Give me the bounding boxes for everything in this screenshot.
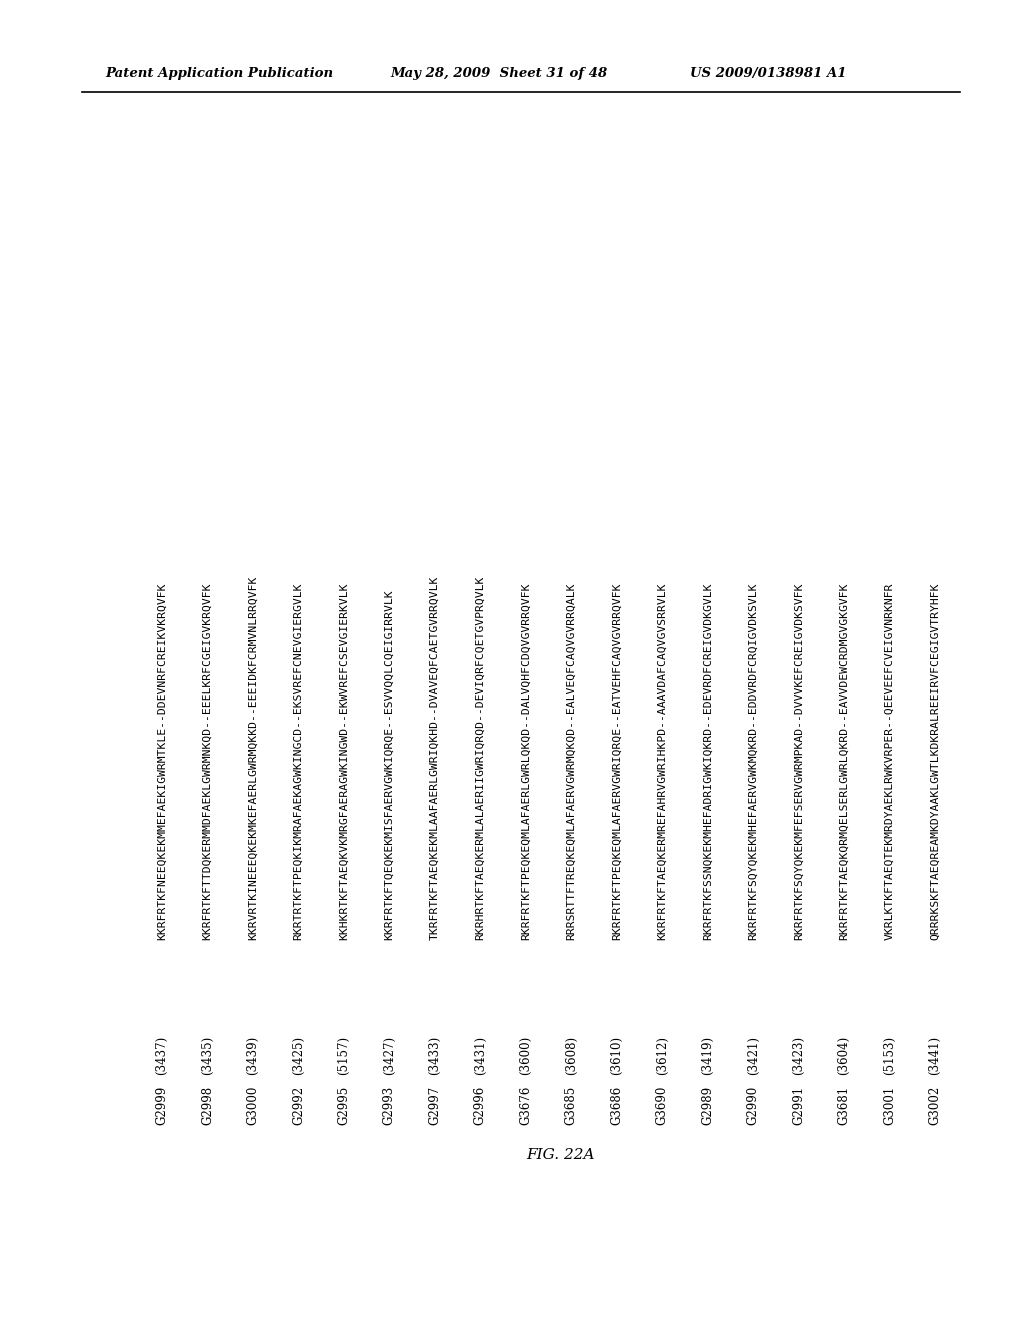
Text: RKRFRTKFSSNQKEKMHEFADRIGWKIQKRD--EDEVRDFCREIGVDKGVLK: RKRFRTKFSSNQKEKMHEFADRIGWKIQKRD--EDEVRDF… xyxy=(702,582,713,940)
Text: RKRFRTKFSQYQKEKMFEFSERVGWRMPKAD--DVVVKEFCREIGVDKSVFK: RKRFRTKFSQYQKEKMFEFSERVGWRMPKAD--DVVVKEF… xyxy=(794,582,804,940)
Text: (3433): (3433) xyxy=(428,1036,441,1074)
Text: VKRLKTKFTAEQTEKMRDYAEKLRWKVRPER--QEEVEEFCVEIGVNRKNFR: VKRLKTKFTAEQTEKMRDYAEKLRWKVRPER--QEEVEEF… xyxy=(885,582,895,940)
Text: QRRRKSKFTAEQREAMKDYAAKLGWTLKDKRALREEIRVFCEGIGVTRYHFK: QRRRKSKFTAEQREAMKDYAAKLGWTLKDKRALREEIRVF… xyxy=(930,582,940,940)
Text: G2991: G2991 xyxy=(793,1086,805,1125)
Text: G2992: G2992 xyxy=(292,1086,305,1125)
Text: G3000: G3000 xyxy=(247,1085,259,1125)
Text: G3676: G3676 xyxy=(519,1085,532,1125)
Text: (3441): (3441) xyxy=(929,1036,941,1074)
Text: (3437): (3437) xyxy=(156,1036,169,1074)
Text: G2995: G2995 xyxy=(337,1086,350,1125)
Text: (3612): (3612) xyxy=(655,1036,669,1074)
Text: (5157): (5157) xyxy=(337,1036,350,1074)
Text: TKRFRTKFTAEQKEKMLAAFAERLGWRIQKHD--DVAVEQFCAETGVRRQVLK: TKRFRTKFTAEQKEKMLAAFAERLGWRIQKHD--DVAVEQ… xyxy=(430,576,440,940)
Text: RKRTRTKFTPEQKIKMRAFAEKAGWKINGCD--EKSVREFCNEVGIERGVLK: RKRTRTKFTPEQKIKMRAFAEKAGWKINGCD--EKSVREF… xyxy=(294,582,303,940)
Text: (3439): (3439) xyxy=(247,1036,259,1074)
Text: US 2009/0138981 A1: US 2009/0138981 A1 xyxy=(690,67,847,81)
Text: May 28, 2009  Sheet 31 of 48: May 28, 2009 Sheet 31 of 48 xyxy=(390,67,607,81)
Text: (3608): (3608) xyxy=(564,1036,578,1074)
Text: G2999: G2999 xyxy=(156,1086,169,1125)
Text: (3431): (3431) xyxy=(474,1036,486,1074)
Text: RKRFRTKFTPEQKEQMLAFAERVGWRIQRQE--EATVEHFCAQVGVRRQVFK: RKRFRTKFTPEQKEQMLAFAERVGWRIQRQE--EATVEHF… xyxy=(611,582,622,940)
Text: (3421): (3421) xyxy=(746,1036,760,1074)
Text: KKHKRTKFTAEQKVKMRGFAERAGWKINGWD--EKWVREFCSEVGIERKVLK: KKHKRTKFTAEQKVKMRGFAERAGWKINGWD--EKWVREF… xyxy=(339,582,349,940)
Text: G2993: G2993 xyxy=(383,1086,396,1125)
Text: RKRHRTKFTAEQKERMLALAERIIGWRIQRQD--DEVIQRFCQETGVPRQVLK: RKRHRTKFTAEQKERMLALAERIIGWRIQRQD--DEVIQR… xyxy=(475,576,485,940)
Text: (5153): (5153) xyxy=(883,1036,896,1074)
Text: RKRFRTKFTAEQKQRMQELSERLGWRLQKRD--EAVVDEWCRDMGVGKGVFK: RKRFRTKFTAEQKQRMQELSERLGWRLQKRD--EAVVDEW… xyxy=(839,582,849,940)
Text: FIG. 22A: FIG. 22A xyxy=(525,1148,594,1162)
Text: G2989: G2989 xyxy=(701,1086,714,1125)
Text: KKRFRTKFNEEQKEKMMEFAEKIGWRMTKLE--DDEVNRFCREIKVKRQVFK: KKRFRTKFNEEQKEKMMEFAEKIGWRMTKLE--DDEVNRF… xyxy=(157,582,167,940)
Text: RKRFRTKFSQYQKEKMHEFAERVGWKMQKRD--EDDVRDFCRQIGVDKSVLK: RKRFRTKFSQYQKEKMHEFAERVGWKMQKRD--EDDVRDF… xyxy=(749,582,758,940)
Text: G3685: G3685 xyxy=(564,1086,578,1125)
Text: RRRSRTTFTREQKEQMLAFAERVGWRMQKQD--EALVEQFCAQVGVRRQALK: RRRSRTTFTREQKEQMLAFAERVGWRMQKQD--EALVEQF… xyxy=(566,582,577,940)
Text: Patent Application Publication: Patent Application Publication xyxy=(105,67,333,81)
Text: RKRFRTKFTPEQKEQMLAFAERLGWRLQKQD--DALVQHFCDQVGVRRQVFK: RKRFRTKFTPEQKEQMLAFAERLGWRLQKQD--DALVQHF… xyxy=(521,582,530,940)
Text: KKRFRTKFTQEQKEKMISFAERVGWKIQRQE--ESVVQQLCQEIGIRRVLK: KKRFRTKFTQEQKEKMISFAERVGWKIQRQE--ESVVQQL… xyxy=(384,589,394,940)
Text: KKRVRTKINEEEQKEKMKEFAERLGWRMQKKD--EEEIDKFCRMVNLRRQVFK: KKRVRTKINEEEQKEKMKEFAERLGWRMQKKD--EEEIDK… xyxy=(248,576,258,940)
Text: G3686: G3686 xyxy=(610,1086,624,1125)
Text: G3690: G3690 xyxy=(655,1085,669,1125)
Text: (3427): (3427) xyxy=(383,1036,396,1074)
Text: (3600): (3600) xyxy=(519,1036,532,1074)
Text: G2998: G2998 xyxy=(201,1086,214,1125)
Text: G2996: G2996 xyxy=(474,1086,486,1125)
Text: KKRFRTKFTTDQKERMMDFAEKLGWRMNKQD--EEELKRFCGEIGVKRQVFK: KKRFRTKFTTDQKERMMDFAEKLGWRMNKQD--EEELKRF… xyxy=(203,582,212,940)
Text: G2997: G2997 xyxy=(428,1086,441,1125)
Text: (3604): (3604) xyxy=(838,1036,851,1074)
Text: (3435): (3435) xyxy=(201,1036,214,1074)
Text: G3002: G3002 xyxy=(929,1086,941,1125)
Text: (3419): (3419) xyxy=(701,1036,714,1074)
Text: (3610): (3610) xyxy=(610,1036,624,1074)
Text: G3681: G3681 xyxy=(838,1086,851,1125)
Text: (3425): (3425) xyxy=(292,1036,305,1074)
Text: KKRFRTKFTAEQKERMREFAHRVGWRIHKPD--AAAVDAFCAQVGVSRRVLK: KKRFRTKFTAEQKERMREFAHRVGWRIHKPD--AAAVDAF… xyxy=(657,582,668,940)
Text: G2990: G2990 xyxy=(746,1086,760,1125)
Text: G3001: G3001 xyxy=(883,1086,896,1125)
Text: (3423): (3423) xyxy=(793,1036,805,1074)
